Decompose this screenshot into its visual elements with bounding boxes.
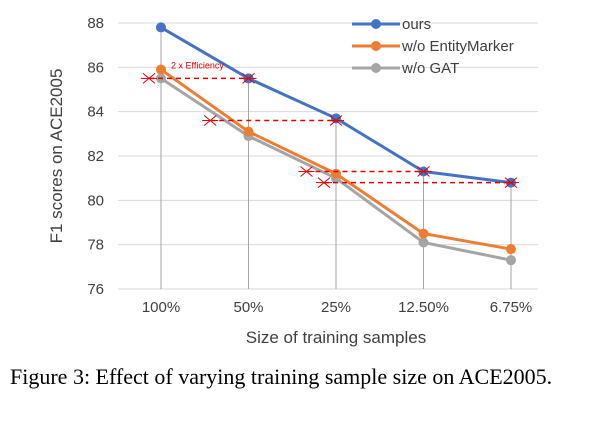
data-point <box>418 228 429 239</box>
data-point <box>506 255 516 266</box>
efficiency-marker <box>298 166 315 177</box>
legend-swatch-marker <box>371 41 381 51</box>
legend-label: w/o EntityMarker <box>401 38 514 55</box>
efficiency-marker <box>415 166 432 177</box>
drop-lines <box>160 27 512 289</box>
x-tick-label: 25% <box>321 299 351 316</box>
x-tick-label: 100% <box>142 299 180 316</box>
x-tick-label: 12.50% <box>398 299 449 316</box>
x-axis-ticks: 100% 50% 25% 12.50% 6.75% <box>142 299 532 316</box>
y-axis-title: F1 scores on ACE2005 <box>47 69 66 244</box>
x-axis-title: Size of training samples <box>246 328 426 347</box>
data-point <box>243 126 254 137</box>
annotation-efficiency: 2 x Efficiency <box>171 60 224 70</box>
data-point <box>418 237 429 248</box>
y-tick-label: 88 <box>87 15 104 32</box>
legend-label: w/o GAT <box>401 60 459 77</box>
data-point <box>331 168 341 179</box>
legend: ours w/o EntityMarker w/o GAT <box>352 16 514 77</box>
efficiency-marker <box>202 115 219 126</box>
y-axis-ticks: 76 78 80 82 84 86 88 <box>87 15 104 298</box>
efficiency-marker <box>316 177 332 188</box>
data-point <box>331 113 341 124</box>
efficiency-marker <box>328 115 344 126</box>
y-tick-label: 82 <box>87 148 104 165</box>
data-point <box>156 22 166 33</box>
efficiency-marker <box>141 73 157 84</box>
data-point <box>506 244 516 255</box>
x-tick-label: 50% <box>233 299 263 316</box>
y-tick-label: 86 <box>87 59 104 76</box>
efficiency-lines <box>141 73 519 188</box>
y-tick-label: 80 <box>87 192 104 209</box>
legend-label: ours <box>402 16 431 33</box>
legend-swatch-marker <box>371 63 381 73</box>
x-tick-label: 6.75% <box>490 299 533 316</box>
figure-caption: Figure 3: Effect of varying training sam… <box>10 364 553 389</box>
y-tick-label: 78 <box>87 237 104 254</box>
efficiency-marker <box>503 177 519 188</box>
grid <box>118 22 538 290</box>
data-point <box>156 64 166 75</box>
legend-swatch-marker <box>371 19 381 29</box>
line-chart: 76 78 80 82 84 86 88 100% 50% 25% 12.50% 6.75% 2 x… <box>47 15 538 347</box>
y-tick-label: 76 <box>87 281 104 298</box>
y-tick-label: 84 <box>87 104 104 121</box>
efficiency-marker <box>240 73 257 84</box>
